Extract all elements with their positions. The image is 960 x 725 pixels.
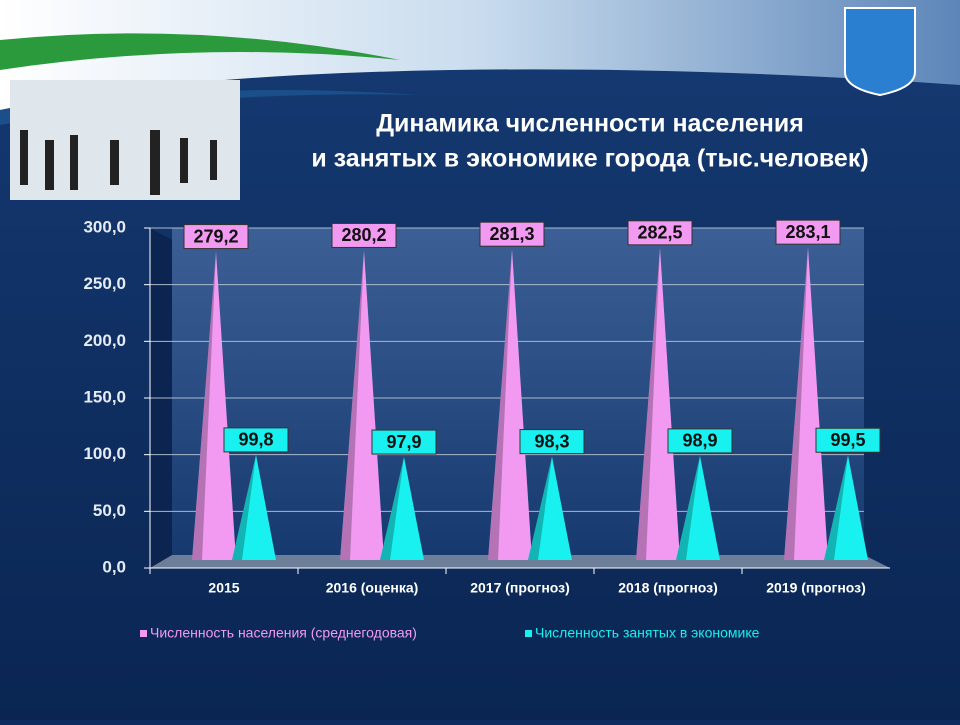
silhouettes [20, 130, 217, 195]
photo [10, 80, 240, 200]
value-label: 99,5 [830, 430, 865, 450]
x-tick-label: 2015 [208, 580, 239, 596]
chart-title: Динамика численности населения [376, 110, 804, 138]
value-label: 98,3 [534, 431, 569, 451]
legend-label: Численность населения (среднегодовая) [150, 625, 417, 641]
chart-title: и занятых в экономике города (тыс.челове… [311, 145, 868, 173]
value-label: 283,1 [785, 222, 830, 242]
pyramid-shade [528, 456, 552, 560]
value-label-box [223, 427, 289, 453]
y-tick-label: 150,0 [83, 387, 126, 406]
value-label-box [667, 428, 733, 454]
x-tick-label: 2016 (оценка) [326, 580, 419, 596]
pyramid-shade [676, 455, 700, 560]
value-label-box [479, 221, 545, 247]
value-label: 98,9 [682, 431, 717, 451]
pyramid-bar [784, 247, 828, 561]
value-label-box [371, 429, 437, 455]
green-swoosh [0, 33, 400, 70]
x-tick-label: 2019 (прогноз) [766, 580, 866, 596]
pyramid-bar [676, 455, 720, 560]
x-tick-label: 2018 (прогноз) [618, 580, 718, 596]
pyramid-bar [232, 454, 276, 560]
value-label-box [775, 219, 841, 245]
y-tick-label: 250,0 [83, 274, 126, 293]
pyramid-bar [488, 249, 532, 560]
value-label-box [815, 427, 881, 453]
pyramid-shade [380, 457, 404, 560]
y-tick-label: 0,0 [102, 557, 126, 576]
value-label: 279,2 [193, 226, 238, 246]
value-label: 281,3 [489, 224, 534, 244]
value-label: 97,9 [386, 432, 421, 452]
pyramid-bar [636, 247, 680, 561]
pyramid-bar [380, 457, 424, 560]
pyramid-shade [232, 454, 256, 560]
pyramid-shade [784, 247, 808, 561]
value-label-box [183, 224, 249, 250]
pyramid-bar [340, 250, 384, 560]
pyramid-shade [192, 251, 216, 560]
y-tick-label: 300,0 [83, 217, 126, 236]
legend-swatch [140, 630, 147, 637]
y-tick-label: 200,0 [83, 331, 126, 350]
legend-swatch [525, 630, 532, 637]
value-label-box [331, 222, 397, 248]
pyramid-bar [192, 251, 236, 560]
value-label-box [627, 220, 693, 246]
pyramid-shade [488, 249, 512, 560]
pyramid-bar [528, 456, 572, 560]
value-label: 282,5 [637, 223, 682, 243]
x-tick-label: 2017 (прогноз) [470, 580, 570, 596]
y-tick-label: 100,0 [83, 444, 126, 463]
pyramid-shade [340, 250, 364, 560]
pyramid-shade [824, 455, 848, 560]
legend-label: Численность занятых в экономике [535, 625, 760, 641]
y-tick-label: 50,0 [93, 501, 126, 520]
pyramid-shade [636, 247, 660, 561]
value-label: 280,2 [341, 225, 386, 245]
value-label-box [519, 429, 585, 455]
header-band [0, 0, 960, 110]
crest [844, 7, 916, 97]
value-label: 99,8 [238, 430, 273, 450]
pyramid-bar [824, 455, 868, 560]
